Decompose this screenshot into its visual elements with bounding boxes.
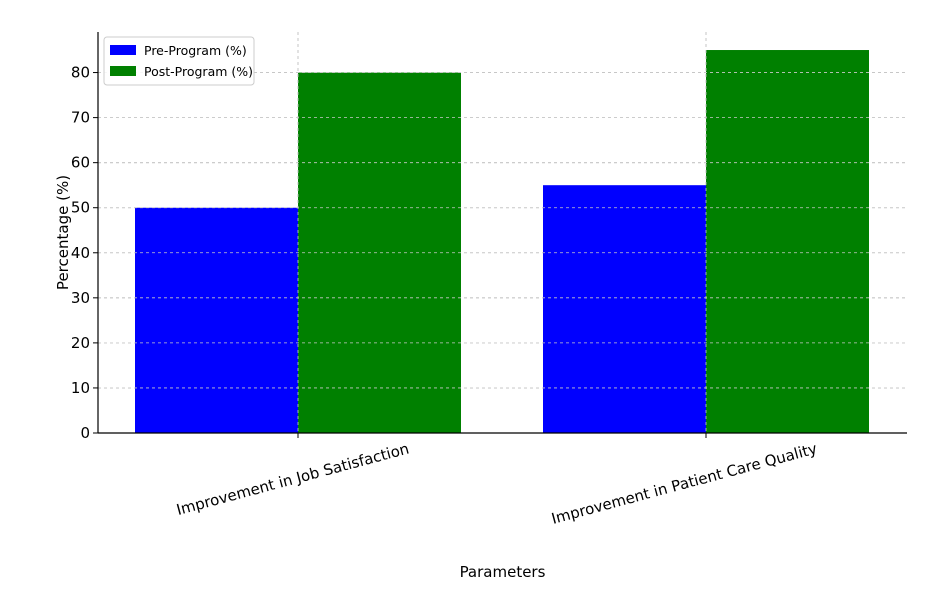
bar-post-1	[298, 72, 461, 433]
y-axis-label: Percentage (%)	[54, 175, 72, 290]
y-axis-ticks: 0 10 20 30 40 50 60 70 80	[71, 64, 98, 442]
bar-pre-2	[543, 185, 706, 433]
y-tick-label: 20	[71, 334, 90, 352]
legend: Pre-Program (%) Post-Program (%)	[103, 36, 255, 86]
x-tick-label: Improvement in Job Satisfaction	[175, 439, 412, 519]
y-tick-label: 10	[71, 379, 90, 397]
legend-swatch-post-program	[110, 66, 136, 76]
axes	[97, 32, 907, 434]
bars	[98, 32, 907, 434]
y-tick-label: 60	[71, 154, 90, 172]
y-tick-label: 30	[71, 289, 90, 307]
legend-box	[103, 36, 255, 86]
y-tick-label: 80	[71, 64, 90, 82]
legend-label-pre-program: Pre-Program (%)	[144, 43, 247, 58]
x-axis-label: Parameters	[460, 563, 546, 581]
legend-label-post-program: Post-Program (%)	[144, 64, 253, 79]
bar-post-2	[706, 50, 869, 434]
y-tick-label: 40	[71, 244, 90, 262]
y-tick-label: 70	[71, 109, 90, 127]
x-tick-label: Improvement in Patient Care Quality	[550, 439, 820, 527]
y-tick-label: 50	[71, 199, 90, 217]
x-axis-ticks: Improvement in Job Satisfaction Improveme…	[175, 433, 820, 528]
y-tick-label: 0	[80, 424, 90, 442]
legend-swatch-pre-program	[110, 45, 136, 55]
bar-pre-1	[135, 207, 298, 433]
